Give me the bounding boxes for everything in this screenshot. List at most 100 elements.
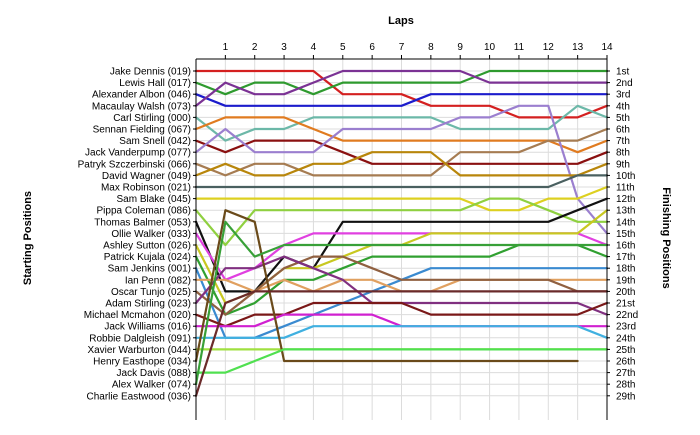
driver-series-line-9	[194, 127, 609, 177]
lap-tick-label: 11	[514, 42, 525, 53]
lap-tick-label: 10	[484, 42, 496, 53]
driver-series-line-24	[194, 325, 609, 339]
finishing-position-label: 21st	[616, 299, 635, 310]
finishing-position-label: 13th	[616, 206, 635, 217]
right-axis-title: Finishing Positions	[660, 187, 672, 288]
driver-series-line-1	[194, 69, 609, 119]
driver-series-line-6	[194, 116, 609, 154]
starting-driver-label: Ollie Walker (033)	[111, 229, 191, 240]
driver-series-line-7	[194, 139, 609, 165]
driver-series-line-8	[194, 104, 609, 235]
finishing-position-label: 1st	[616, 67, 630, 78]
series-layer	[194, 69, 609, 397]
finishing-position-label: 28th	[616, 380, 635, 391]
finishing-position-label: 2nd	[616, 78, 633, 89]
starting-driver-label: Sam Jenkins (001)	[108, 264, 191, 275]
lap-tick-label: 2	[252, 42, 258, 53]
finishing-position-label: 7th	[616, 136, 630, 147]
driver-series-line-14	[194, 197, 609, 293]
starting-driver-label: Alexander Albon (046)	[92, 90, 191, 101]
starting-driver-label: David Wagner (049)	[102, 171, 191, 182]
finishing-position-label: 4th	[616, 101, 630, 112]
starting-driver-label: Patrick Kujala (024)	[104, 252, 191, 263]
finishing-position-label: 29th	[616, 391, 635, 402]
starting-driver-label: Jack Vanderpump (077)	[85, 148, 191, 159]
starting-driver-label: Jack Davis (088)	[117, 368, 191, 379]
finishing-position-label: 25th	[616, 345, 635, 356]
finishing-position-label: 15th	[616, 229, 635, 240]
finishing-position-label: 27th	[616, 368, 635, 379]
lap-tick-label: 5	[340, 42, 346, 53]
starting-driver-label: Pippa Coleman (086)	[97, 206, 192, 217]
starting-driver-label: Ian Penn (082)	[125, 275, 191, 286]
starting-driver-label: Macaulay Walsh (073)	[92, 101, 191, 112]
starting-driver-label: Sam Snell (042)	[119, 136, 191, 147]
starting-driver-label: Jake Dennis (019)	[110, 67, 191, 78]
lap-tick-label: 13	[572, 42, 584, 53]
axis-layer	[193, 55, 610, 420]
finishing-position-label: 22nd	[616, 310, 638, 321]
starting-driver-label: Xavier Warburton (044)	[87, 345, 191, 356]
finishing-position-label: 11th	[616, 183, 635, 194]
finishing-position-label: 23rd	[616, 322, 636, 333]
lap-tick-label: 3	[281, 42, 287, 53]
driver-series-line-4	[194, 69, 609, 107]
finishing-position-label: 24th	[616, 333, 635, 344]
starting-driver-label: Thomas Balmer (053)	[94, 217, 191, 228]
driver-series-line-12	[194, 185, 609, 212]
lap-tick-label: 6	[369, 42, 375, 53]
starting-driver-label: Robbie Dalgleish (091)	[89, 333, 191, 344]
driver-series-line-5	[194, 104, 609, 142]
driver-series-line-20	[194, 255, 609, 316]
finishing-position-label: 17th	[616, 252, 635, 263]
lap-tick-label: 4	[311, 42, 317, 53]
finishing-position-label: 9th	[616, 159, 630, 170]
finishing-position-label: 16th	[616, 241, 635, 252]
finishing-position-label: 14th	[616, 217, 635, 228]
driver-series-line-13	[194, 197, 609, 247]
starting-driver-label: Sennan Fielding (067)	[93, 125, 191, 136]
lap-tick-label: 9	[457, 42, 463, 53]
finishing-position-label: 12th	[616, 194, 635, 205]
lap-tick-label: 12	[543, 42, 555, 53]
driver-series-line-28	[194, 220, 609, 386]
starting-driver-label: Jack Williams (016)	[104, 322, 191, 333]
driver-series-line-22	[194, 301, 609, 328]
finishing-position-label: 26th	[616, 357, 635, 368]
starting-driver-label: Carl Stirling (000)	[113, 113, 191, 124]
starting-driver-label: Ashley Sutton (026)	[103, 241, 191, 252]
starting-driver-label: Alex Walker (074)	[112, 380, 191, 391]
starting-driver-label: Sam Blake (045)	[117, 194, 191, 205]
left-axis-title: Starting Positions	[22, 191, 34, 285]
driver-series-line-10	[194, 151, 609, 177]
x-axis-title: Laps	[388, 15, 414, 27]
finishing-position-label: 20th	[616, 287, 635, 298]
starting-driver-label: Adam Stirling (023)	[105, 299, 191, 310]
lap-tick-label: 14	[601, 42, 613, 53]
starting-driver-label: Max Robinson (021)	[101, 183, 191, 194]
driver-series-line-27	[194, 348, 609, 374]
starting-driver-label: Michael Mcmahon (020)	[84, 310, 191, 321]
lap-tick-label: 7	[399, 42, 405, 53]
finishing-position-label: 19th	[616, 275, 635, 286]
driver-series-line-3	[194, 93, 609, 107]
finishing-position-label: 10th	[616, 171, 635, 182]
finishing-position-label: 3rd	[616, 90, 630, 101]
starting-driver-label: Oscar Tunjo (025)	[111, 287, 191, 298]
starting-driver-label: Charlie Eastwood (036)	[87, 391, 192, 402]
driver-series-line-11	[194, 174, 609, 189]
lap-tick-label: 8	[428, 42, 434, 53]
starting-driver-label: Henry Easthope (034)	[93, 357, 191, 368]
starting-driver-label: Lewis Hall (017)	[119, 78, 191, 89]
driver-series-line-2	[194, 69, 609, 96]
finishing-position-label: 8th	[616, 148, 630, 159]
lap-tick-label: 1	[223, 42, 229, 53]
driver-series-line-29	[194, 290, 609, 397]
finishing-position-label: 5th	[616, 113, 630, 124]
driver-series-line-26	[194, 209, 579, 363]
starting-driver-label: Patryk Szczerbinski (066)	[78, 159, 191, 170]
finishing-position-label: 18th	[616, 264, 635, 275]
